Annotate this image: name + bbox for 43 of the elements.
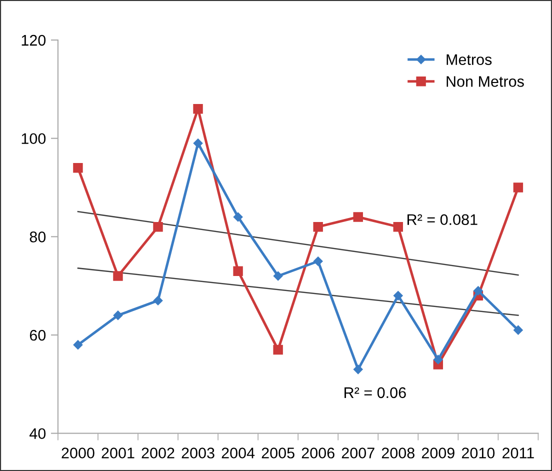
y-tick-label: 80 — [30, 232, 46, 242]
point — [514, 325, 523, 335]
x-tick-label: 2009 — [422, 448, 454, 458]
y-tick-label: 40 — [30, 428, 46, 440]
point — [513, 182, 524, 192]
point — [73, 340, 83, 350]
annotation: R² = 0.081 — [408, 214, 478, 226]
x-tick-label: 2006 — [302, 448, 334, 458]
point — [313, 256, 323, 266]
point — [394, 291, 403, 300]
x-tick-label: 2003 — [182, 448, 214, 458]
point — [113, 271, 123, 281]
x-tick-label: 2000 — [62, 448, 94, 458]
x-tick-label: 2010 — [462, 448, 495, 458]
point — [273, 344, 283, 355]
x-tick-label: 2002 — [142, 448, 174, 458]
point — [393, 222, 403, 232]
legend-label: Non Metros — [446, 76, 524, 87]
x-tick-label: 2004 — [222, 448, 255, 458]
point — [153, 222, 163, 232]
point — [193, 104, 203, 114]
point — [153, 296, 163, 306]
y-tick-label: 100 — [22, 133, 46, 144]
x-tick-label: 2007 — [342, 448, 374, 458]
point — [353, 212, 363, 222]
point — [474, 286, 483, 296]
point — [313, 222, 323, 232]
point — [73, 162, 83, 173]
legend-label: Metros — [446, 54, 492, 66]
point — [233, 212, 243, 222]
point — [273, 271, 283, 281]
x-tick-label: 2011 — [502, 448, 534, 458]
y-tick-label: 120 — [22, 34, 46, 46]
point — [434, 354, 443, 364]
point — [193, 138, 203, 148]
annotation: R² = 0.06 — [344, 387, 406, 398]
x-tick-label: 2005 — [262, 448, 294, 458]
point — [113, 310, 123, 320]
x-tick-label: 2001 — [102, 448, 134, 458]
y-tick-label: 60 — [30, 330, 46, 341]
point — [233, 266, 243, 276]
point — [353, 364, 363, 374]
x-tick-label: 2008 — [382, 448, 414, 458]
